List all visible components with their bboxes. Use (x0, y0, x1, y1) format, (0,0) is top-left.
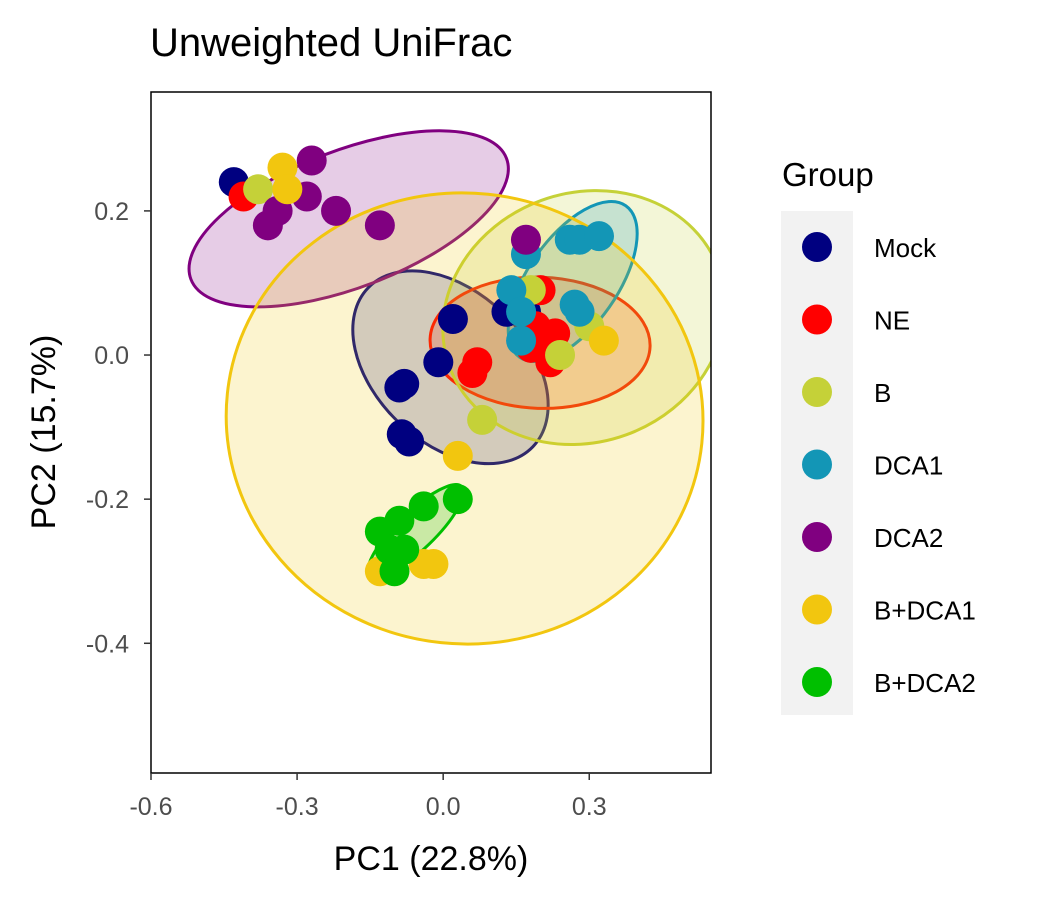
point-dca1 (506, 325, 537, 356)
plot-panel-border (150, 91, 712, 774)
legend-label-mock: Mock (874, 233, 937, 263)
x-tick-label: 0.3 (572, 793, 607, 821)
legend-label-dca1: DCA1 (874, 451, 943, 481)
point-b-plus-dca1 (272, 174, 303, 205)
point-b (545, 340, 576, 371)
point-dca1 (564, 296, 595, 327)
x-tick-label: -0.3 (276, 793, 319, 821)
legend-marker-dca1 (802, 449, 832, 480)
point-mock (423, 347, 454, 378)
point-b-plus-dca2 (408, 491, 439, 522)
point-dca2 (321, 195, 352, 226)
x-axis-title: PC1 (22.8%) (334, 840, 529, 878)
point-b-plus-dca2 (442, 484, 473, 515)
point-dca2 (510, 224, 541, 255)
point-b-plus-dca1 (442, 440, 473, 471)
legend: Group Mock NE B DCA1 DCA2 B+DCA1 B+DCA2 (781, 156, 976, 715)
y-axis-title: PC2 (15.7%) (25, 335, 63, 530)
legend-label-ne: NE (874, 306, 910, 336)
y-axis: 0.2 0.0 -0.2 -0.4 (86, 198, 151, 658)
y-tick-label: -0.4 (86, 630, 129, 658)
y-tick-label: 0.2 (94, 198, 129, 226)
legend-marker-b-plus-dca2 (802, 667, 832, 697)
point-dca2 (252, 210, 283, 241)
point-b-plus-dca1 (588, 325, 619, 356)
plot-area (150, 91, 712, 774)
point-b-plus-dca1 (418, 549, 449, 580)
legend-marker-dca2 (802, 522, 832, 552)
point-dca1 (506, 296, 537, 327)
x-tick-label: 0.0 (426, 793, 461, 821)
legend-marker-mock (802, 232, 832, 262)
point-dca2 (364, 210, 395, 241)
point-mock (384, 372, 415, 403)
y-tick-label: -0.2 (86, 486, 129, 514)
legend-marker-b-plus-dca1 (802, 594, 832, 625)
legend-marker-ne (802, 304, 832, 335)
point-b (243, 174, 274, 205)
legend-label-b: B (874, 378, 891, 408)
point-dca2 (296, 145, 327, 176)
point-mock (437, 304, 468, 334)
point-mock (394, 426, 425, 457)
legend-marker-b (802, 377, 832, 407)
x-tick-label: -0.6 (129, 793, 172, 821)
chart-title: Unweighted UniFrac (150, 21, 512, 65)
point-dca1 (584, 221, 614, 252)
legend-label-b-plus-dca2: B+DCA2 (874, 668, 976, 698)
x-axis: -0.6 -0.3 0.0 0.3 (129, 773, 607, 821)
point-b (467, 404, 498, 435)
legend-title: Group (782, 156, 874, 193)
data-points (218, 145, 619, 587)
legend-label-dca2: DCA2 (874, 523, 943, 553)
point-ne (457, 358, 488, 389)
y-tick-label: 0.0 (94, 342, 129, 370)
legend-label-b-plus-dca1: B+DCA1 (874, 596, 976, 626)
legend-items: Mock NE B DCA1 DCA2 B+DCA1 B+DCA2 (802, 232, 976, 698)
point-b-plus-dca2 (379, 556, 410, 587)
